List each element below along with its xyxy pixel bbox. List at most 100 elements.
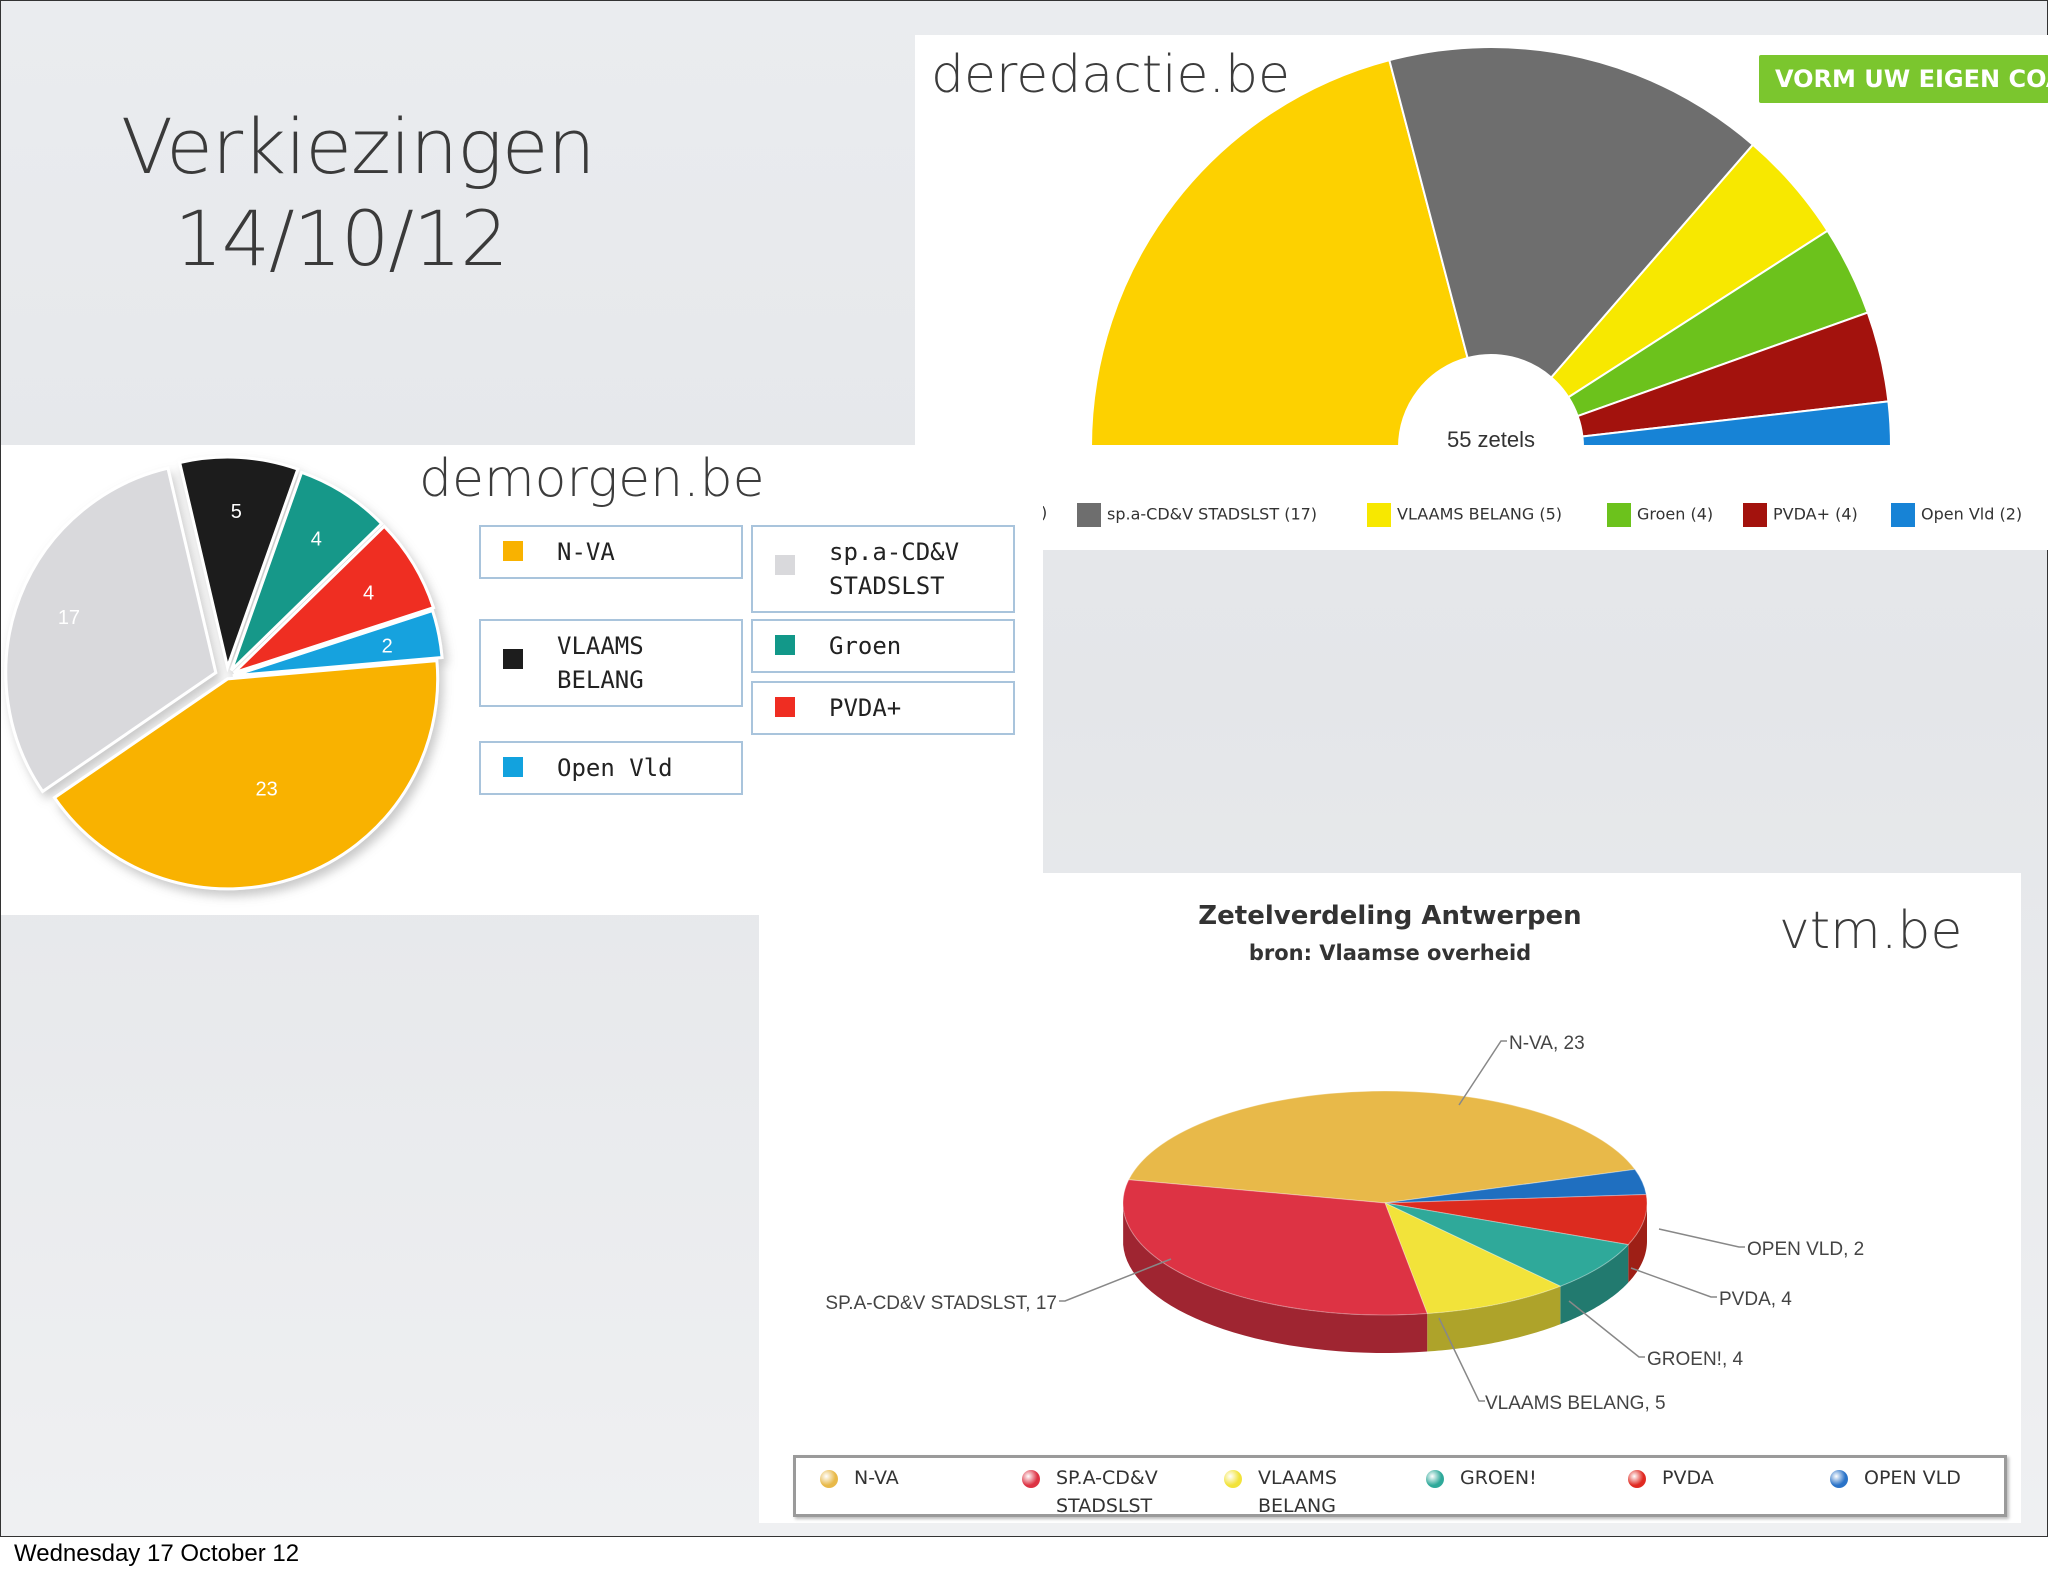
- legend-label: PVDA+: [829, 694, 902, 722]
- legend-label: sp.a-CD&V STADSLST: [829, 538, 960, 600]
- data-label-open-vld: OPEN VLD, 2: [1747, 1239, 1864, 1260]
- legend-swatch: [503, 757, 523, 777]
- leader-line-groen: [1568, 1300, 1645, 1358]
- legend-marker: [1426, 1470, 1444, 1488]
- leader-line-pvda: [1630, 1267, 1717, 1298]
- slice-vlaams-belang: [177, 455, 300, 673]
- deredactie-half-donut-chart: 55 zetels: [915, 46, 2048, 505]
- slice-n-va: [52, 658, 440, 891]
- build-coalition-button[interactable]: VORM UW EIGEN COA: [1759, 55, 2048, 103]
- chart-baseline-mask: [915, 445, 2048, 505]
- legend-item-sp-a-cd-v-stadslst: sp.a-CD&V STADSLST: [751, 525, 1015, 613]
- side-vlaams-belang: [1427, 1286, 1561, 1352]
- leader-line-open-vld: [1658, 1228, 1745, 1248]
- data-label-n-va: N-VA, 23: [1509, 1033, 1585, 1054]
- side-sp-a-cd-v-stadslst: [1123, 1206, 1428, 1353]
- legend-label: PVDA: [1662, 1467, 1714, 1489]
- legend-item-groen: GROEN!: [1426, 1464, 1537, 1492]
- legend-marker: [1224, 1470, 1242, 1488]
- legend-label: ): [1041, 503, 1048, 522]
- title-line-2: 14/10/12: [174, 194, 508, 283]
- legend-swatch: [1077, 503, 1101, 527]
- legend-item-pvda: PVDA+: [751, 681, 1015, 735]
- legend-label: VLAAMS BELANG: [1258, 1467, 1337, 1517]
- legend-label: GROEN!: [1460, 1467, 1537, 1489]
- legend-swatch: [1891, 503, 1915, 527]
- legend-swatch: [1743, 503, 1767, 527]
- vtm-screenshot: Zetelverdeling Antwerpen bron: Vlaamse o…: [759, 873, 2021, 1523]
- legend-marker: [1830, 1470, 1848, 1488]
- legend-label: N-VA: [557, 538, 615, 566]
- slice-open-vld: [232, 608, 444, 678]
- slice-n-va: [1089, 58, 1469, 448]
- legend-item-sp-a-cd-v-stadslst-17: sp.a-CD&V STADSLST (17): [1077, 503, 1317, 527]
- data-label-groen: 4: [311, 529, 322, 551]
- legend-label: VLAAMS BELANG: [557, 632, 644, 694]
- vtm-site-label: vtm.be: [1779, 901, 1963, 961]
- legend-item-vlaams-belang-5: VLAAMS BELANG (5): [1367, 503, 1562, 527]
- legend-item-groen: Groen: [751, 619, 1015, 673]
- data-label-sp-a-cd-v-stadslst: 17: [58, 607, 80, 629]
- legend-swatch: [1367, 503, 1391, 527]
- legend-swatch: [503, 541, 523, 561]
- legend-swatch: [775, 555, 795, 575]
- legend-item-open-vld: OPEN VLD: [1830, 1464, 1961, 1492]
- data-label-open-vld: 2: [382, 635, 393, 657]
- legend-swatch: [503, 649, 523, 669]
- data-label-vlaams-belang: VLAAMS BELANG, 5: [1485, 1393, 1666, 1414]
- slide-title: Verkiezingen 14/10/12: [121, 101, 596, 285]
- slide-footer-date: Wednesday 17 October 12: [14, 1540, 300, 1567]
- slice-open-vld: [1384, 1168, 1647, 1204]
- legend-item-cut: ): [1041, 503, 1047, 522]
- legend-label: SP.A-CD&V STADSLST: [1056, 1467, 1158, 1517]
- legend-swatch: [775, 635, 795, 655]
- side-pvda: [1628, 1203, 1647, 1283]
- slice-sp-a-cd-v-stadslst: [1122, 1179, 1428, 1316]
- legend-swatch: [1607, 503, 1631, 527]
- legend-item-vlaams-belang: VLAAMS BELANG: [1224, 1464, 1337, 1520]
- legend-item-n-va: N-VA: [820, 1464, 899, 1492]
- demorgen-site-label: demorgen.be: [419, 449, 765, 509]
- data-label-n-va: 23: [256, 779, 278, 801]
- legend-item-n-va: N-VA: [479, 525, 743, 579]
- slice-pvda: [232, 524, 436, 675]
- slice-pvda: [1384, 1193, 1648, 1246]
- legend-item-open-vld: Open Vld: [479, 741, 743, 795]
- slide: Verkiezingen 14/10/12 deredactie.be VORM…: [0, 0, 2048, 1537]
- legend-label: sp.a-CD&V STADSLST (17): [1107, 504, 1318, 524]
- data-label-groen: GROEN!, 4: [1647, 1349, 1744, 1370]
- vtm-3d-pie-chart: N-VA, 23 OPEN VLD, 2 PVDA, 4 GROEN!, 4 VLAAM…: [825, 1033, 1864, 1414]
- title-line-1: Verkiezingen: [121, 102, 596, 191]
- slice-sp-a-cd-v-stadslst: [4, 466, 218, 794]
- legend-item-pvda: PVDA: [1628, 1464, 1714, 1492]
- demorgen-pie-chart: 23 17 5 4 4 2: [4, 455, 444, 891]
- deredactie-site-label: deredactie.be: [931, 45, 1291, 105]
- vtm-chart-subtitle: bron: Vlaamse overheid: [1248, 941, 1532, 965]
- demorgen-screenshot: demorgen.be 23 17 5 4 4 2 N-VA sp.a-CD&V STADS…: [1, 445, 1043, 915]
- slice-groen: [1384, 1202, 1630, 1287]
- data-label-sp-a-cd-v-stadslst: SP.A-CD&V STADSLST, 17: [825, 1293, 1057, 1314]
- vtm-legend: N-VA SP.A-CD&V STADSLST VLAAMS BELANG GROEN…: [793, 1455, 2007, 1517]
- slice-sp-a-cd-v-stadslst: [1388, 46, 1755, 379]
- legend-item-sp-a-cd-v-stadslst: SP.A-CD&V STADSLST: [1022, 1464, 1158, 1520]
- vtm-chart-title: Zetelverdeling Antwerpen: [1198, 901, 1582, 931]
- legend-label: Groen: [829, 632, 902, 660]
- leader-line-vlaams-belang: [1438, 1317, 1485, 1402]
- slice-vlaams-belang: [1384, 1202, 1562, 1315]
- legend-marker: [1628, 1470, 1646, 1488]
- legend-label: Groen (4): [1637, 504, 1714, 524]
- center-label: 55 zetels: [1447, 427, 1535, 452]
- legend-marker: [1022, 1470, 1040, 1488]
- slice-groen: [229, 470, 384, 672]
- legend-item-groen-4: Groen (4): [1607, 503, 1713, 527]
- side-groen: [1560, 1244, 1629, 1325]
- slice-n-va: [1127, 1090, 1636, 1204]
- data-label-pvda: PVDA, 4: [1719, 1289, 1792, 1310]
- deredactie-screenshot: deredactie.be VORM UW EIGEN COA 55 zetel…: [915, 35, 2048, 550]
- legend-label: VLAAMS BELANG (5): [1397, 504, 1563, 524]
- legend-marker: [820, 1470, 838, 1488]
- leader-line-n-va: [1458, 1040, 1507, 1106]
- data-label-vlaams-belang: 5: [231, 501, 242, 523]
- legend-label: OPEN VLD: [1864, 1467, 1961, 1489]
- legend-label: Open Vld (2): [1921, 504, 2023, 524]
